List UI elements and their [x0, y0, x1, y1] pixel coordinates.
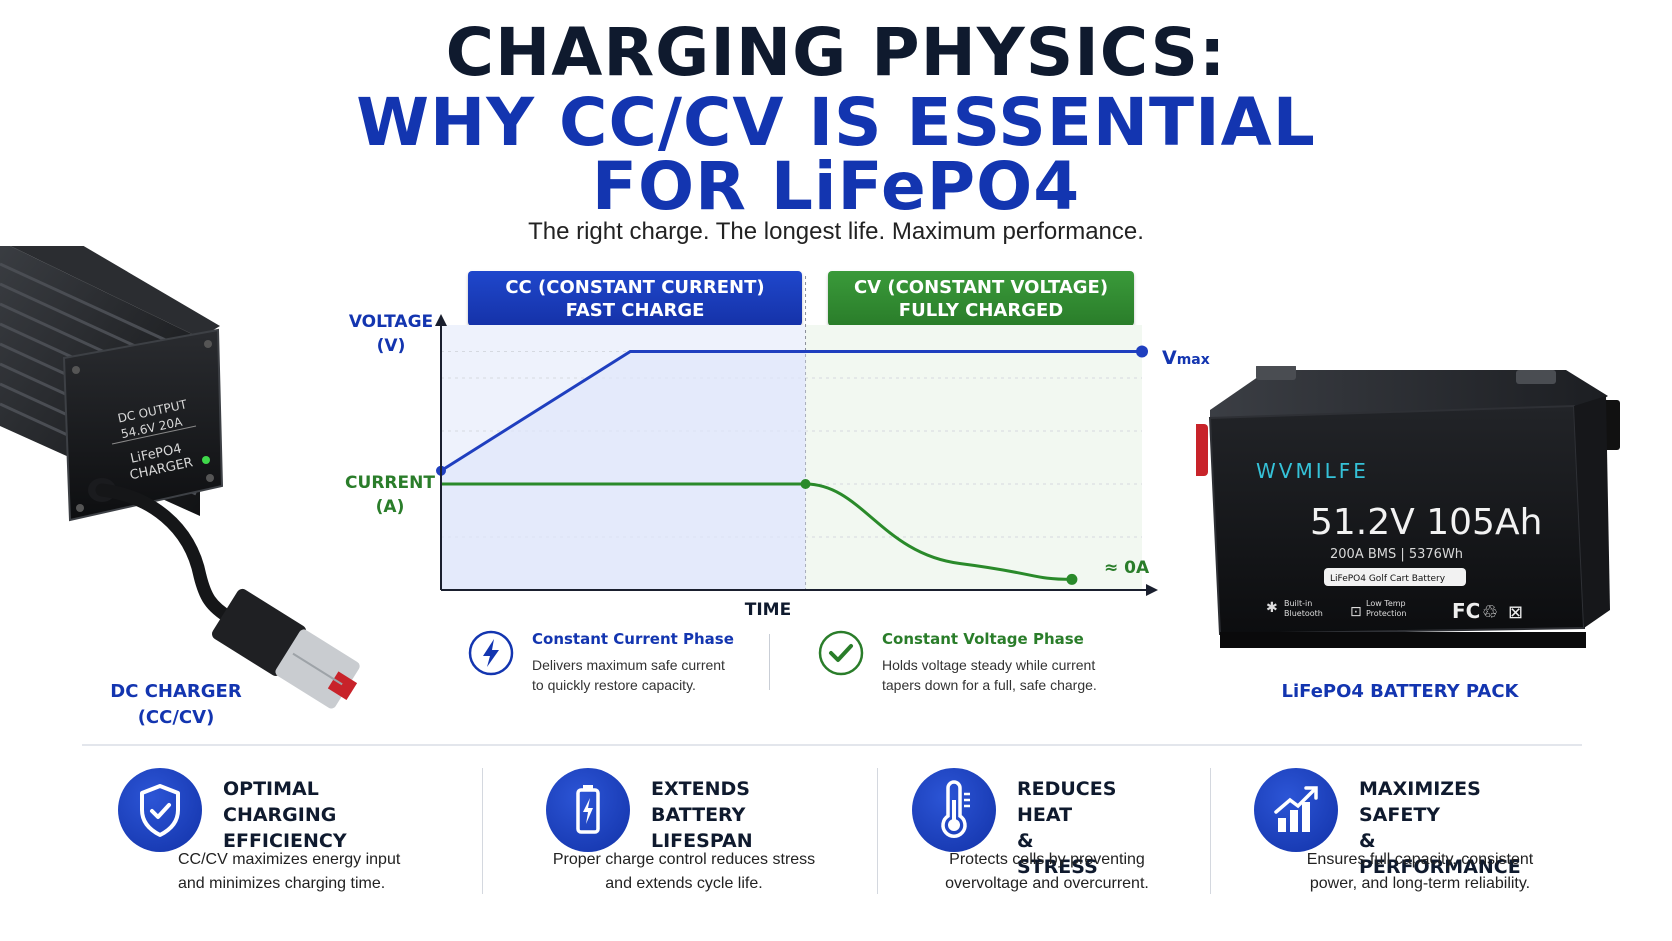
subtitle: The right charge. The longest life. Maxi…: [528, 218, 1144, 245]
dc-charger-illustration: DC OUTPUT 54.6V 20A LiFePO4 CHARGER: [0, 246, 360, 709]
cv-note-text-2: tapers down for a full, safe charge.: [882, 677, 1097, 693]
cc-note-title: Constant Current Phase: [532, 630, 734, 648]
thermometer-small-icon: ⊡: [1350, 604, 1362, 620]
feature-text: CC/CV maximizes energy input and minimiz…: [178, 851, 401, 892]
shield-check-icon: [118, 768, 202, 852]
current-line: [441, 482, 1072, 581]
battery-feature-2b: Protection: [1366, 609, 1406, 618]
battery-feature-2a: Low Temp: [1366, 599, 1406, 608]
thermometer-icon: [912, 768, 996, 852]
charger-caption-line-2: (CC/CV): [137, 707, 215, 728]
title-line-1: CHARGING PHYSICS:: [445, 14, 1227, 91]
vmax-sub: max: [1176, 352, 1210, 368]
cc-note-text-1: Delivers maximum safe current: [532, 657, 725, 673]
feature-divider: [877, 768, 878, 894]
current-label-line-1: CURRENT: [345, 473, 435, 493]
voltage-label-line-1: VOLTAGE: [348, 312, 434, 332]
lightning-icon: [468, 630, 514, 676]
voltage-axis-label: VOLTAGE (V): [346, 310, 436, 358]
vmax-main: V: [1162, 347, 1177, 369]
title-line-2: WHY CC/CV IS ESSENTIAL: [356, 84, 1316, 161]
zero-current-label: ≈ 0A: [1104, 558, 1150, 578]
cc-banner-line-1: CC (CONSTANT CURRENT): [505, 277, 765, 298]
time-axis-label: TIME: [744, 600, 792, 620]
battery-caption: LiFePO4 BATTERY PACK: [1281, 681, 1519, 702]
cv-banner-line-2: FULLY CHARGED: [898, 300, 1064, 321]
battery-spec-sub: 200A BMS | 5376Wh: [1330, 547, 1463, 562]
bluetooth-icon: ✱: [1266, 600, 1278, 616]
voltage-area: [441, 351, 806, 590]
cc-note-text: Delivers maximum safe current to quickly…: [532, 655, 725, 695]
current-label-line-2: (A): [375, 497, 405, 517]
title-line-3: FOR LiFePO4: [591, 148, 1081, 225]
cv-phase-banner: CV (CONSTANT VOLTAGE) FULLY CHARGED: [828, 271, 1134, 326]
charger-caption-line-1: DC CHARGER: [110, 681, 242, 702]
feature-text: Proper charge control reduces stress and…: [552, 851, 816, 892]
feature-title: EXTENDS BATTERY LIFESPAN: [651, 778, 753, 852]
vmax-point: [1136, 345, 1148, 358]
cv-note-text-1: Holds voltage steady while current: [882, 657, 1096, 673]
battery-feature-1a: Built-in: [1284, 599, 1312, 608]
y-axis-arrow: [435, 314, 447, 326]
section-divider: [82, 744, 1582, 746]
current-end-point: [1066, 573, 1078, 585]
feature-title: OPTIMAL CHARGING EFFICIENCY: [223, 778, 347, 852]
charger-caption: DC CHARGER (CC/CV): [106, 679, 246, 731]
feature-divider: [482, 768, 483, 894]
cv-note-text: Holds voltage steady while current taper…: [882, 655, 1097, 695]
cv-banner-line-1: CV (CONSTANT VOLTAGE): [853, 277, 1109, 298]
battery-icon: [546, 768, 630, 852]
cc-note-text-2: to quickly restore capacity.: [532, 677, 696, 693]
feature-title: REDUCES HEAT & STRESS: [1017, 778, 1117, 878]
checkmark-icon: [818, 630, 864, 676]
feature-divider: [1210, 768, 1211, 894]
battery-feature-1b: Bluetooth: [1284, 609, 1323, 618]
battery-brand: WVMILFE: [1256, 459, 1369, 483]
cc-banner-line-2: FAST CHARGE: [565, 300, 705, 321]
feature-title: MAXIMIZES SAFETY & PERFORMANCE: [1359, 778, 1521, 878]
phase-transition-point: [800, 479, 811, 489]
cv-note-title: Constant Voltage Phase: [882, 630, 1084, 648]
vmax-label: Vmax: [1162, 346, 1222, 372]
battery-pack-illustration: WVMILFE 51.2V 105Ah 200A BMS | 5376Wh Li…: [1196, 366, 1620, 648]
current-axis-label: CURRENT (A): [340, 471, 440, 519]
feature-text: Protects cells by preventing overvoltage…: [945, 851, 1149, 892]
x-axis-arrow: [1146, 584, 1158, 596]
feature-text: Ensures full capacity, consistent power,…: [1306, 851, 1534, 892]
cv-phase-shading: [805, 325, 1142, 590]
battery-cert: FC: [1452, 599, 1480, 623]
growth-chart-icon: [1254, 768, 1338, 852]
battery-spec-tag: LiFePO4 Golf Cart Battery: [1330, 574, 1446, 584]
recycle-icon: ♲: [1482, 602, 1498, 623]
voltage-label-line-2: (V): [376, 336, 406, 356]
cc-phase-banner: CC (CONSTANT CURRENT) FAST CHARGE: [468, 271, 802, 326]
voltage-line: [440, 350, 1142, 473]
no-trash-icon: ⊠: [1508, 602, 1523, 623]
battery-spec-main: 51.2V 105Ah: [1310, 502, 1542, 543]
phase-note-divider: [769, 634, 770, 690]
